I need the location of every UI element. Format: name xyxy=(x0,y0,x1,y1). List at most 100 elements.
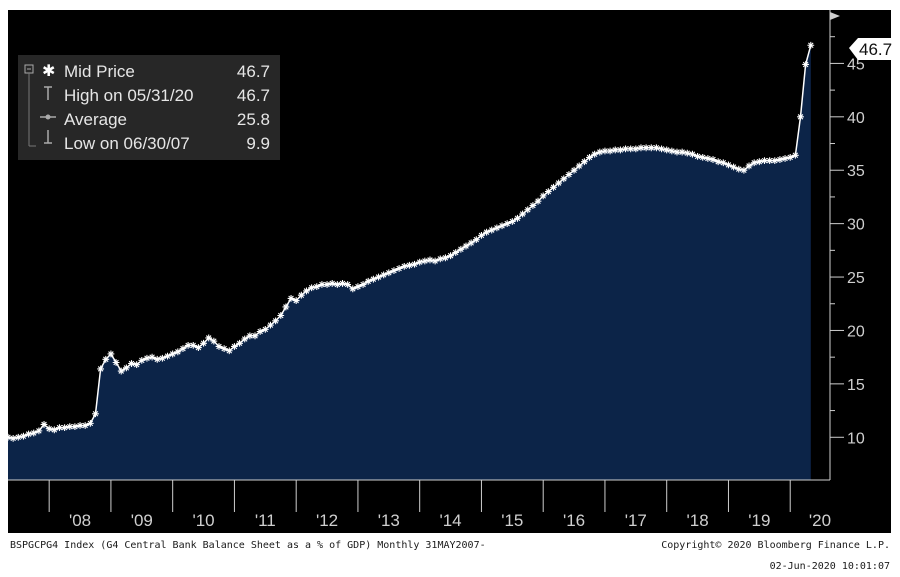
data-point-star xyxy=(442,254,449,262)
data-point-star xyxy=(488,226,496,234)
data-point-star xyxy=(107,350,115,358)
data-point-star xyxy=(725,161,732,169)
data-point-star xyxy=(611,146,619,154)
data-point xyxy=(575,162,583,170)
footer-timestamp: 02-Jun-2020 10:01:07 xyxy=(770,561,890,572)
data-point-star xyxy=(364,277,372,285)
data-point-star xyxy=(195,344,202,351)
data-point-star xyxy=(627,145,635,153)
data-point xyxy=(128,360,135,367)
data-point-star xyxy=(184,342,192,349)
data-point xyxy=(297,291,305,299)
plot-layer xyxy=(4,41,815,481)
x-tick-label: '12 xyxy=(316,511,338,530)
data-point-star xyxy=(508,218,516,225)
legend-box xyxy=(18,55,280,160)
data-point xyxy=(282,303,290,311)
data-point xyxy=(133,361,141,369)
data-point-star xyxy=(704,155,712,162)
data-point-star xyxy=(158,354,166,362)
data-point-star xyxy=(776,156,784,163)
data-point-star xyxy=(791,151,799,159)
y-tick-label: 20 xyxy=(847,323,865,340)
legend-label-low: Low on 06/30/07 xyxy=(64,134,190,153)
data-point-star xyxy=(622,145,629,153)
data-point xyxy=(20,432,27,440)
data-point xyxy=(694,152,701,160)
data-point xyxy=(416,258,424,266)
data-point xyxy=(534,197,542,205)
data-point xyxy=(35,427,43,435)
data-point xyxy=(560,175,568,183)
data-point-star xyxy=(745,162,753,170)
data-point-star xyxy=(292,297,300,304)
data-point xyxy=(81,422,89,429)
data-point-star xyxy=(755,158,763,166)
data-point xyxy=(344,281,352,288)
data-point xyxy=(117,367,125,375)
data-point xyxy=(25,430,32,438)
x-tick-label: '19 xyxy=(748,511,770,530)
data-point xyxy=(689,150,696,158)
data-point-star xyxy=(261,325,269,333)
data-point-star xyxy=(323,281,331,288)
data-point xyxy=(45,425,53,433)
data-point-star xyxy=(606,147,614,155)
y-tick-label: 25 xyxy=(847,270,865,287)
data-point-star xyxy=(524,206,532,214)
data-point-star xyxy=(375,273,382,281)
x-tick-label: '09 xyxy=(131,511,153,530)
data-point xyxy=(616,146,624,154)
data-point xyxy=(683,149,691,157)
x-tick-label: '14 xyxy=(439,511,461,530)
data-point-star xyxy=(591,150,599,158)
data-point xyxy=(586,154,593,161)
data-point xyxy=(369,275,377,283)
data-point xyxy=(122,364,130,372)
data-point xyxy=(86,419,94,427)
data-point xyxy=(236,339,243,347)
data-point-star xyxy=(380,271,388,279)
x-tick-label: '13 xyxy=(378,511,400,530)
data-point-star xyxy=(241,335,249,343)
data-point xyxy=(797,113,804,121)
data-point-star xyxy=(802,61,810,68)
data-point-star xyxy=(647,144,655,152)
data-point-star xyxy=(9,434,17,442)
data-point-star xyxy=(179,345,187,353)
data-point xyxy=(231,343,238,350)
data-point xyxy=(503,220,511,228)
data-point xyxy=(375,273,382,281)
data-point-star xyxy=(405,261,413,269)
data-point xyxy=(189,342,197,349)
data-point xyxy=(508,218,516,225)
data-point xyxy=(750,159,758,167)
x-tick-label: '18 xyxy=(687,511,709,530)
data-point-star xyxy=(76,422,84,429)
data-point-star xyxy=(4,433,12,441)
legend-icons: ✱ xyxy=(24,61,56,147)
data-point-star xyxy=(297,291,305,299)
data-point-star xyxy=(601,147,609,155)
data-point xyxy=(709,156,717,163)
y-axis: 10 15 20 25 30 35 40 45 xyxy=(829,10,865,480)
data-point-star xyxy=(766,157,774,165)
data-point xyxy=(421,257,429,265)
data-point xyxy=(426,256,434,264)
data-point-star xyxy=(560,175,568,183)
data-point-star xyxy=(148,353,156,361)
data-point-star xyxy=(565,171,573,178)
data-point xyxy=(277,312,285,319)
data-point-star xyxy=(467,239,475,247)
data-point-star xyxy=(349,285,357,293)
data-point xyxy=(524,206,532,214)
data-point-star xyxy=(570,166,578,174)
legend-label-high: High on 05/31/20 xyxy=(64,86,194,105)
data-point xyxy=(802,61,810,68)
data-point-star xyxy=(395,265,403,272)
data-point-star xyxy=(673,148,681,156)
data-point xyxy=(50,426,58,434)
data-point xyxy=(4,433,12,441)
data-point-star xyxy=(138,356,146,364)
